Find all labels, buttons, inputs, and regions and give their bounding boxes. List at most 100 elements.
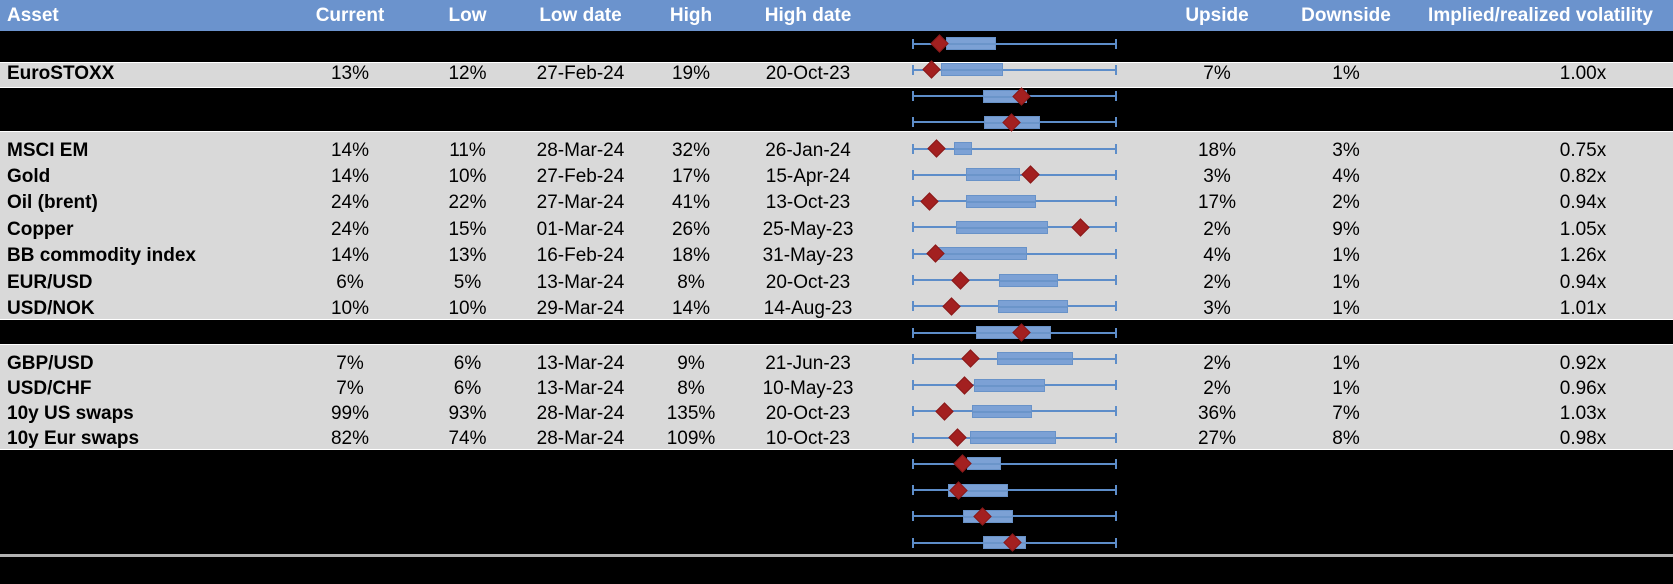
cell-implied_realized: 1.01x bbox=[1559, 297, 1607, 319]
boxplot-box bbox=[966, 457, 1002, 471]
boxplot-row bbox=[912, 425, 1117, 451]
boxplot-whisker-cap-right bbox=[1115, 38, 1117, 49]
cell-high: 8% bbox=[677, 271, 705, 293]
cell-asset: MSCI EM bbox=[7, 139, 89, 161]
boxplot-whisker-cap-left bbox=[912, 222, 914, 233]
cell-implied_realized: 0.96x bbox=[1559, 377, 1607, 399]
boxplot-box bbox=[937, 247, 1028, 261]
boxplot-box-midline bbox=[997, 358, 1073, 361]
cell-implied_realized: 1.05x bbox=[1559, 218, 1607, 240]
boxplot-box bbox=[955, 220, 1048, 234]
boxplot-row-hidden bbox=[912, 530, 1117, 556]
cell-downside: 1% bbox=[1332, 377, 1360, 399]
boxplot-whisker-cap-left bbox=[912, 275, 914, 286]
cell-downside: 4% bbox=[1332, 165, 1360, 187]
cell-downside: 1% bbox=[1332, 297, 1360, 319]
boxplot-row bbox=[912, 214, 1117, 240]
cell-low: 93% bbox=[448, 402, 487, 424]
boxplot-whisker-cap-left bbox=[912, 537, 914, 548]
table-row: Copper 24% 15% 01-Mar-24 26% 25-May-23 2% 9% 1.0… bbox=[0, 217, 1673, 243]
boxplot-row-hidden bbox=[912, 31, 1117, 57]
boxplot-box-midline bbox=[983, 95, 1027, 98]
cell-low_date: 27-Mar-24 bbox=[536, 192, 625, 214]
table-row: BB commodity index 14% 13% 16-Feb-24 18% 31-M… bbox=[0, 243, 1673, 269]
boxplot-row-hidden bbox=[912, 320, 1117, 346]
boxplot-box-midline bbox=[971, 437, 1055, 440]
cell-current: 14% bbox=[330, 139, 370, 161]
cell-high_date: 31-May-23 bbox=[762, 245, 854, 267]
boxplot-whisker-cap-right bbox=[1115, 248, 1117, 259]
boxplot-whisker-line bbox=[913, 462, 1116, 465]
cell-low_date: 01-Mar-24 bbox=[536, 218, 625, 240]
cell-downside: 1% bbox=[1332, 271, 1360, 293]
table-row: EuroSTOXX 13% 12% 27-Feb-24 19% 20-Oct-23 7% 1%… bbox=[0, 61, 1673, 87]
boxplot-row-hidden bbox=[912, 451, 1117, 477]
boxplot-row-hidden bbox=[912, 477, 1117, 503]
boxplot-whisker-cap-left bbox=[912, 38, 914, 49]
cell-asset: Oil (brent) bbox=[7, 192, 98, 214]
cell-high: 18% bbox=[671, 245, 711, 267]
cell-low_date: 13-Mar-24 bbox=[536, 352, 625, 374]
cell-high: 19% bbox=[671, 62, 711, 84]
current-level-diamond bbox=[919, 192, 939, 211]
boxplot-box bbox=[965, 194, 1037, 208]
cell-current: 24% bbox=[330, 192, 370, 214]
cell-upside: 18% bbox=[1197, 139, 1237, 161]
boxplot-whisker-cap-left bbox=[912, 406, 914, 417]
cell-low: 15% bbox=[448, 218, 487, 240]
cell-low: 12% bbox=[448, 62, 487, 84]
boxplot-row bbox=[912, 346, 1117, 372]
column-header-implied_realized: Implied/realized volatility bbox=[1428, 4, 1653, 26]
cell-downside: 7% bbox=[1332, 402, 1360, 424]
table-row: Gold 14% 10% 27-Feb-24 17% 15-Apr-24 3% 4% 0.82x bbox=[0, 164, 1673, 190]
cell-low_date: 16-Feb-24 bbox=[536, 245, 625, 267]
boxplot-box-midline bbox=[946, 43, 996, 46]
cell-current: 24% bbox=[330, 218, 370, 240]
cell-downside: 1% bbox=[1332, 62, 1360, 84]
boxplot-box bbox=[945, 37, 997, 51]
cell-asset: 10y Eur swaps bbox=[7, 428, 140, 449]
boxplot-box bbox=[965, 168, 1021, 182]
cell-current: 6% bbox=[336, 271, 364, 293]
cell-high_date: 21-Jun-23 bbox=[765, 352, 851, 374]
cell-upside: 2% bbox=[1203, 271, 1231, 293]
boxplot-whisker-cap-left bbox=[912, 301, 914, 312]
cell-asset: GBP/USD bbox=[7, 352, 94, 374]
cell-asset: Gold bbox=[7, 165, 51, 187]
boxplot-whisker-cap-left bbox=[912, 327, 914, 338]
table-row: Oil (brent) 24% 22% 27-Mar-24 41% 13-Oct-23 17… bbox=[0, 190, 1673, 216]
boxplot-box-midline bbox=[972, 410, 1031, 413]
boxplot-whisker-cap-right bbox=[1115, 143, 1117, 154]
boxplot-whisker-cap-left bbox=[912, 432, 914, 443]
column-header-low: Low bbox=[448, 4, 487, 26]
cell-implied_realized: 1.00x bbox=[1559, 62, 1607, 84]
cell-high_date: 10-Oct-23 bbox=[765, 428, 851, 449]
current-level-diamond bbox=[922, 60, 941, 80]
boxplot-row-hidden bbox=[912, 503, 1117, 529]
column-header-low_date: Low date bbox=[539, 4, 622, 26]
cell-implied_realized: 0.92x bbox=[1559, 352, 1607, 374]
table-row: USD/CHF 7% 6% 13-Mar-24 8% 10-May-23 2% 1% 0.96x bbox=[0, 376, 1673, 402]
boxplot-whisker-cap-right bbox=[1115, 511, 1117, 522]
current-level-diamond bbox=[951, 270, 971, 290]
data-row-band bbox=[0, 344, 1673, 450]
cell-high_date: 26-Jan-24 bbox=[765, 139, 851, 161]
boxplot-row bbox=[912, 188, 1117, 214]
cell-upside: 27% bbox=[1197, 428, 1237, 449]
cell-downside: 1% bbox=[1332, 352, 1360, 374]
boxplot-whisker-cap-right bbox=[1115, 485, 1117, 496]
boxplot-whisker-cap-right bbox=[1115, 406, 1117, 417]
cell-asset: USD/CHF bbox=[7, 377, 92, 399]
boxplot-box bbox=[997, 299, 1068, 313]
cell-high: 32% bbox=[671, 139, 711, 161]
boxplot-whisker-cap-left bbox=[912, 353, 914, 364]
data-row-band bbox=[0, 130, 1673, 320]
boxplot-box-midline bbox=[999, 279, 1057, 282]
cell-implied_realized: 0.94x bbox=[1559, 271, 1607, 293]
current-level-diamond bbox=[942, 297, 961, 316]
boxplot-whisker-cap-right bbox=[1115, 196, 1117, 207]
cell-asset: 10y US swaps bbox=[7, 402, 134, 424]
boxplot-whisker-cap-left bbox=[912, 511, 914, 522]
boxplot-whisker-cap-right bbox=[1115, 380, 1117, 391]
cell-upside: 2% bbox=[1203, 218, 1231, 240]
